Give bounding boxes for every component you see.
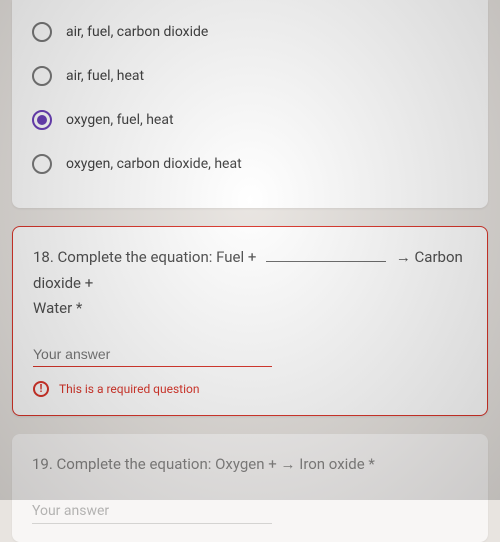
blank-line	[266, 250, 386, 262]
question-19-card: 19. Complete the equation: Oxygen + → Ir…	[12, 434, 488, 542]
radio-selected-icon	[32, 110, 52, 130]
q18-line2: Water *	[33, 299, 82, 317]
error-message-row: ! This is a required question	[33, 381, 467, 397]
alert-icon: !	[33, 381, 49, 397]
q19-prefix: 19. Complete the equation: Oxygen +	[32, 455, 277, 473]
radio-label: air, fuel, heat	[66, 68, 144, 84]
question-19-title: 19. Complete the equation: Oxygen + → Ir…	[32, 452, 468, 478]
radio-option-1[interactable]: air, fuel, carbon dioxide	[32, 10, 468, 54]
radio-circle-icon	[32, 154, 52, 174]
q19-after-blank: → Iron oxide *	[281, 455, 375, 473]
radio-label: oxygen, carbon dioxide, heat	[66, 156, 242, 172]
radio-circle-icon	[32, 66, 52, 86]
radio-label: air, fuel, carbon dioxide	[66, 24, 208, 40]
error-text: This is a required question	[59, 382, 200, 396]
radio-circle-icon	[32, 22, 52, 42]
question-18-card: 18. Complete the equation: Fuel + → Carb…	[12, 226, 488, 416]
question-18-title: 18. Complete the equation: Fuel + → Carb…	[33, 245, 467, 322]
answer-input-19[interactable]: Your answer	[32, 499, 272, 524]
question-17-card: air, fuel, carbon dioxide air, fuel, hea…	[12, 0, 488, 208]
q18-prefix: 18. Complete the equation: Fuel +	[33, 248, 256, 266]
radio-label: oxygen, fuel, heat	[66, 112, 174, 128]
radio-option-2[interactable]: air, fuel, heat	[32, 54, 468, 98]
answer-input-18[interactable]	[33, 342, 272, 367]
radio-option-4[interactable]: oxygen, carbon dioxide, heat	[32, 142, 468, 186]
radio-option-3[interactable]: oxygen, fuel, heat	[32, 98, 468, 142]
